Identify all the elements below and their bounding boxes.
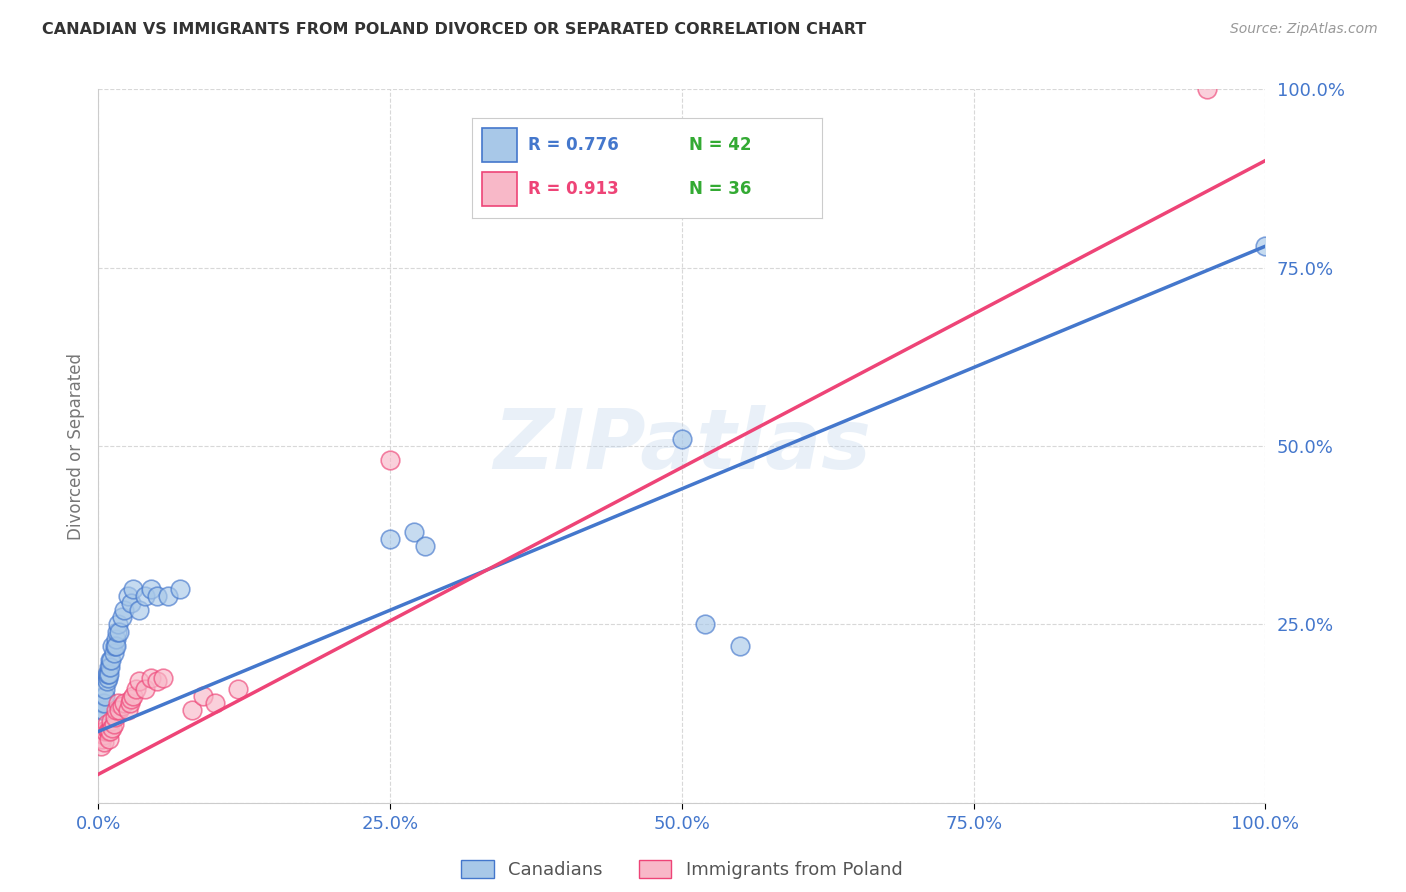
Point — [120, 692, 142, 706]
Y-axis label: Divorced or Separated: Divorced or Separated — [66, 352, 84, 540]
Point — [671, 432, 693, 446]
Point — [90, 696, 112, 710]
Point — [118, 696, 141, 710]
Point — [104, 639, 127, 653]
Point — [112, 696, 135, 710]
Point — [1254, 239, 1277, 253]
Point — [139, 582, 162, 596]
Point — [111, 610, 134, 624]
Point — [93, 696, 115, 710]
Point — [90, 703, 112, 717]
Point — [134, 589, 156, 603]
Point — [108, 624, 131, 639]
Point — [97, 724, 120, 739]
Point — [98, 660, 121, 674]
Point — [111, 699, 134, 714]
Point — [125, 681, 148, 696]
Point — [122, 582, 145, 596]
Point — [100, 714, 122, 728]
Point — [104, 632, 127, 646]
Point — [93, 735, 115, 749]
Point — [193, 689, 215, 703]
Point — [128, 674, 150, 689]
Point — [94, 724, 117, 739]
Point — [107, 696, 129, 710]
Point — [101, 721, 124, 735]
Point — [105, 624, 128, 639]
Point — [97, 667, 120, 681]
Point — [413, 539, 436, 553]
Point — [103, 646, 125, 660]
Point — [108, 703, 131, 717]
Point — [97, 660, 120, 674]
Point — [104, 710, 127, 724]
Point — [98, 653, 121, 667]
Point — [730, 639, 752, 653]
Point — [117, 703, 139, 717]
Point — [104, 703, 127, 717]
Point — [157, 589, 180, 603]
Point — [180, 703, 202, 717]
Point — [97, 667, 120, 681]
Point — [146, 674, 169, 689]
Point — [98, 724, 121, 739]
Point — [103, 717, 125, 731]
Text: ZIPatlas: ZIPatlas — [494, 406, 870, 486]
Text: Source: ZipAtlas.com: Source: ZipAtlas.com — [1230, 22, 1378, 37]
Point — [104, 639, 127, 653]
Point — [134, 681, 156, 696]
Point — [378, 453, 402, 467]
Point — [97, 724, 120, 739]
Point — [695, 617, 717, 632]
Point — [97, 671, 120, 685]
Point — [101, 639, 124, 653]
Text: CANADIAN VS IMMIGRANTS FROM POLAND DIVORCED OR SEPARATED CORRELATION CHART: CANADIAN VS IMMIGRANTS FROM POLAND DIVOR… — [42, 22, 866, 37]
Point — [91, 703, 114, 717]
Point — [94, 681, 117, 696]
Point — [152, 671, 174, 685]
Point — [107, 617, 129, 632]
Point — [96, 717, 118, 731]
Point — [120, 596, 142, 610]
Point — [378, 532, 402, 546]
Point — [228, 681, 250, 696]
Point — [146, 589, 169, 603]
Point — [90, 731, 112, 746]
Point — [96, 667, 118, 681]
Point — [117, 589, 139, 603]
Point — [96, 674, 118, 689]
Point — [169, 582, 191, 596]
Point — [1195, 82, 1218, 96]
Point — [94, 689, 117, 703]
Point — [128, 603, 150, 617]
Point — [122, 689, 145, 703]
Point — [100, 653, 122, 667]
Point — [97, 731, 120, 746]
Point — [112, 603, 135, 617]
Legend: Canadians, Immigrants from Poland: Canadians, Immigrants from Poland — [454, 853, 910, 887]
Point — [93, 689, 115, 703]
Point — [139, 671, 162, 685]
Point — [91, 724, 114, 739]
Point — [93, 728, 115, 742]
Point — [90, 739, 112, 753]
Point — [204, 696, 226, 710]
Point — [402, 524, 425, 539]
